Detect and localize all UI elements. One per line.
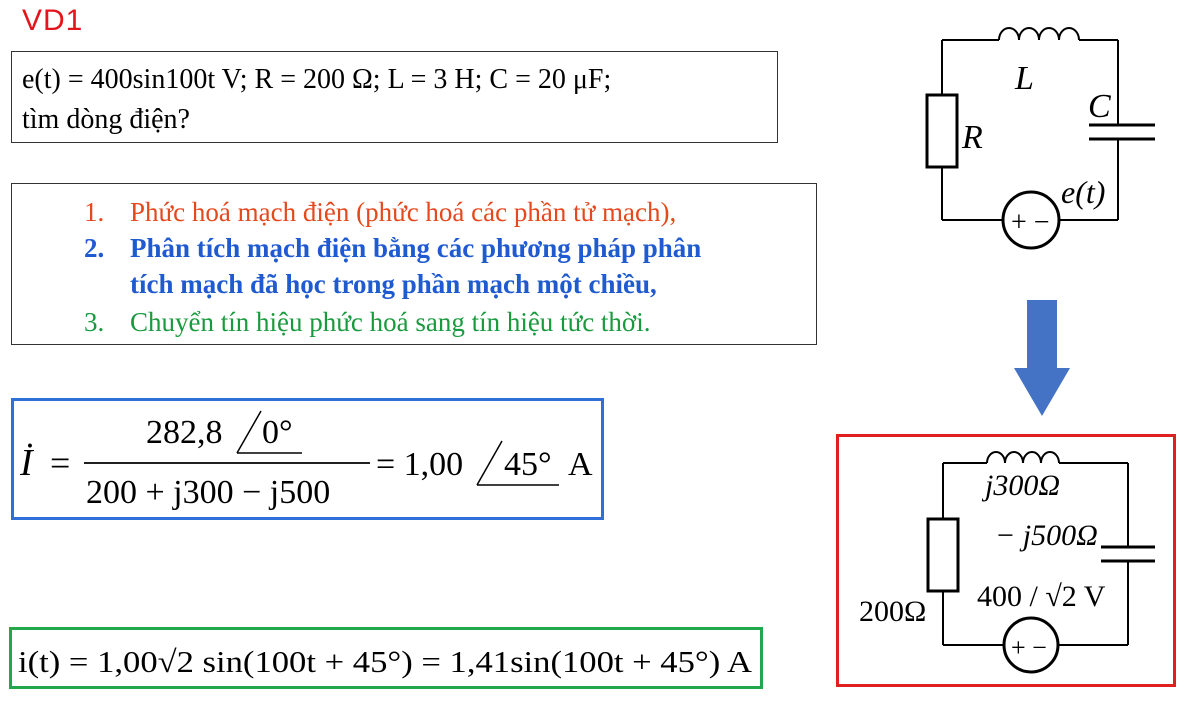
equals-sign: = xyxy=(50,443,70,483)
phasor-source-polarity: + − xyxy=(1011,633,1047,662)
capacitor-label: C xyxy=(1088,88,1111,125)
given-line-1: e(t) = 400sin100t V; R = 200 Ω; L = 3 H;… xyxy=(22,64,612,95)
result-magnitude: = 1,00 xyxy=(376,446,463,483)
current-phasor-equation: İ = 282,8 0° 200 + j300 − j500 = 1,00 45… xyxy=(19,410,593,511)
instantaneous-current-box: i(t) = 1,00√2 sin(100t + 45°) = 1,41sin(… xyxy=(9,627,763,689)
result-angle-slash xyxy=(476,440,503,486)
given-line-2: tìm dòng điện? xyxy=(22,104,190,135)
phasor-i-symbol: İ xyxy=(19,442,35,484)
step-1: 1. Phức hoá mạch điện (phức hoá các phần … xyxy=(84,194,676,230)
step-1-number: 1. xyxy=(84,197,105,227)
source-polarity: + − xyxy=(1011,207,1050,238)
original-circuit-diagram: L C R e(t) + − xyxy=(925,27,1155,250)
inductor-impedance-label: j300Ω xyxy=(981,469,1060,502)
step-3-number: 3. xyxy=(84,307,105,337)
result-unit: A xyxy=(568,446,593,483)
resistor-icon xyxy=(925,93,959,169)
source-phasor-label: 400 / √2 V xyxy=(977,580,1106,613)
current-phasor-equation-box: İ = 282,8 0° 200 + j300 − j500 = 1,00 45… xyxy=(11,398,604,520)
resistor-label: R xyxy=(961,119,983,156)
denominator: 200 + j300 − j500 xyxy=(86,474,330,511)
instantaneous-current-text: i(t) = 1,00√2 sin(100t + 45°) = 1,41sin(… xyxy=(18,644,753,679)
phasor-resistor-icon xyxy=(926,517,960,593)
inductor-icon xyxy=(998,27,1080,41)
step-2-continued: tích mạch đã học trong phần mạch một chi… xyxy=(130,269,657,299)
inductor-label: L xyxy=(1014,60,1034,97)
numerator-value: 282,8 xyxy=(146,414,223,451)
down-arrow-icon xyxy=(1014,300,1070,416)
step-2-text: Phân tích mạch điện bằng các phương pháp… xyxy=(130,233,702,263)
numerator-angle-slash xyxy=(236,410,262,454)
step-2: 2. Phân tích mạch điện bằng các phương ph… xyxy=(84,230,701,266)
phasor-circuit-diagram: j300Ω − j500Ω 200Ω 400 / √2 V + − xyxy=(859,451,1155,674)
step-2-number: 2. xyxy=(84,233,105,263)
step-3-text: Chuyển tín hiệu phức hoá sang tín hiệu t… xyxy=(130,307,651,337)
transform-arrow xyxy=(1012,298,1072,423)
steps-box: 1. Phức hoá mạch điện (phức hoá các phần … xyxy=(11,183,817,345)
instantaneous-current-equation: i(t) = 1,00√2 sin(100t + 45°) = 1,41sin(… xyxy=(18,644,753,679)
phasor-inductor-icon xyxy=(986,451,1060,464)
capacitor-impedance-label: − j500Ω xyxy=(995,519,1098,552)
step-3: 3. Chuyển tín hiệu phức hoá sang tín hiệu… xyxy=(84,304,650,340)
given-box: e(t) = 400sin100t V; R = 200 Ω; L = 3 H;… xyxy=(11,51,778,143)
resistance-label: 200Ω xyxy=(859,595,926,628)
phasor-circuit-box: j300Ω − j500Ω 200Ω 400 / √2 V + − xyxy=(836,434,1176,687)
step-1-text: Phức hoá mạch điện (phức hoá các phần tử… xyxy=(130,197,677,227)
numerator-angle: 0° xyxy=(262,414,293,451)
original-circuit: L C R e(t) + − xyxy=(915,15,1175,275)
slide-title: VD1 xyxy=(22,4,84,37)
result-angle: 45° xyxy=(504,446,552,483)
source-label: e(t) xyxy=(1061,174,1105,210)
